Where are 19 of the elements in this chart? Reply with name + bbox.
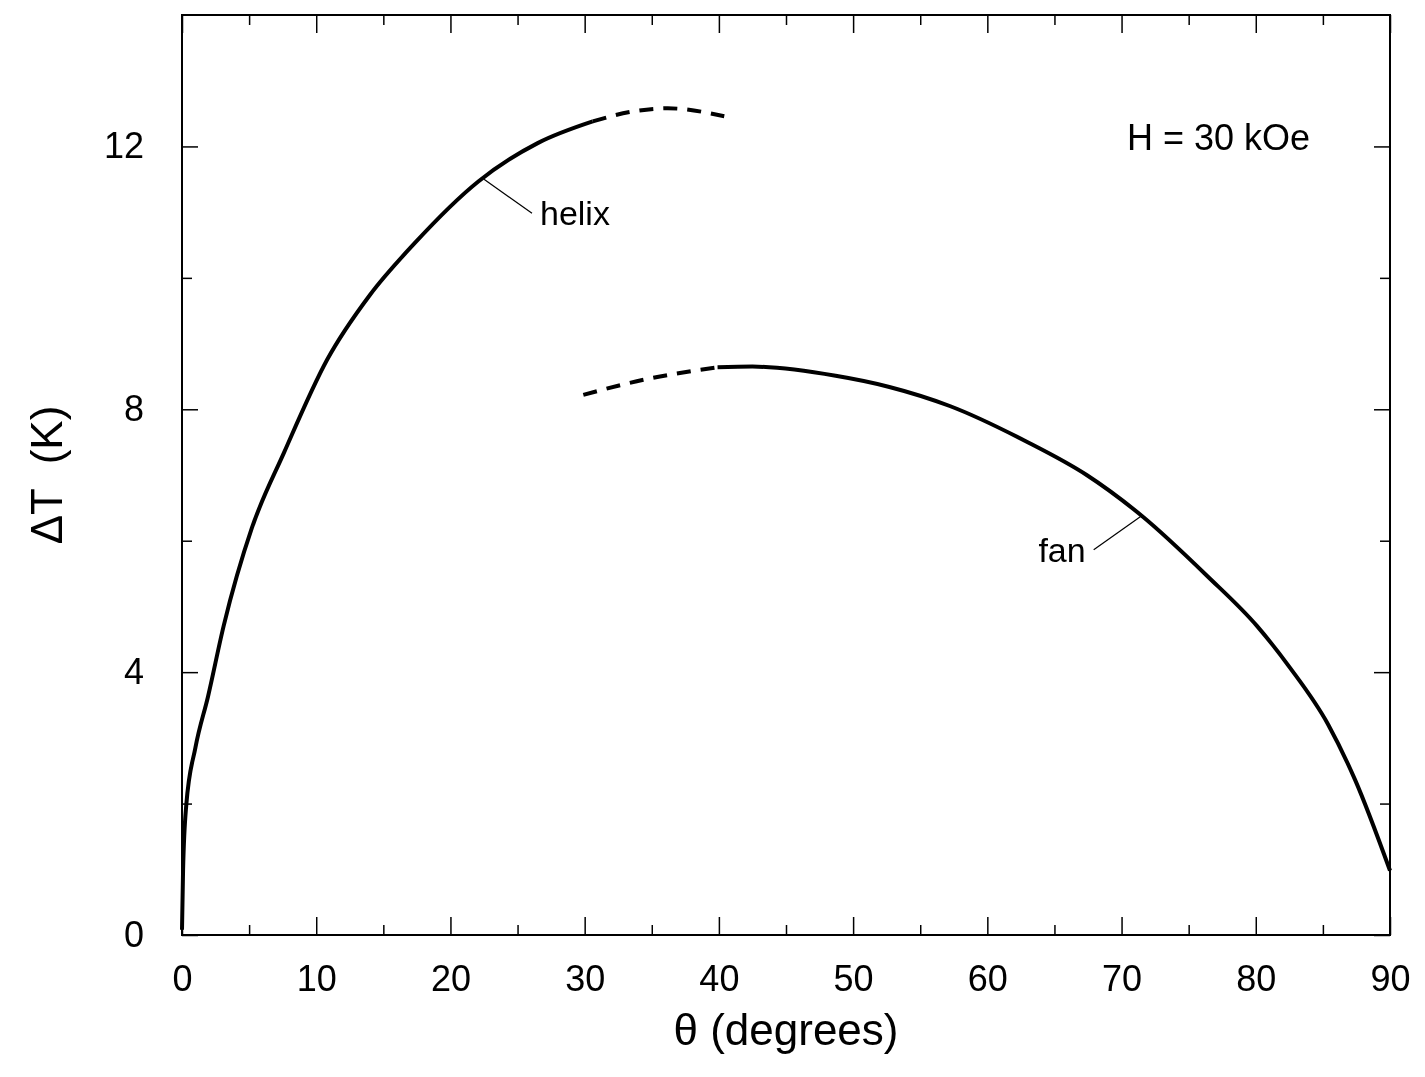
annotation: H = 30 kOe [1126, 117, 1310, 158]
y-tick-label: 0 [123, 914, 144, 956]
y-axis-title: ΔT (K) [22, 405, 71, 545]
x-tick-label: 30 [565, 957, 606, 999]
x-tick-label: 20 [430, 957, 471, 999]
y-tick-label: 4 [123, 651, 144, 693]
x-tick-label: 10 [296, 957, 337, 999]
x-tick-label: 80 [1236, 957, 1277, 999]
x-tick-label: 90 [1370, 957, 1411, 999]
x-tick-label: 70 [1102, 957, 1143, 999]
x-tick-label: 0 [172, 957, 193, 999]
annotation: fan [1038, 530, 1086, 569]
y-tick-label: 12 [103, 125, 144, 167]
x-tick-label: 60 [967, 957, 1008, 999]
x-tick-label: 50 [833, 957, 874, 999]
y-tick-label: 8 [123, 388, 144, 430]
annotation: helix [540, 194, 610, 233]
x-tick-label: 40 [699, 957, 740, 999]
x-axis-title: θ (degrees) [673, 1005, 899, 1054]
